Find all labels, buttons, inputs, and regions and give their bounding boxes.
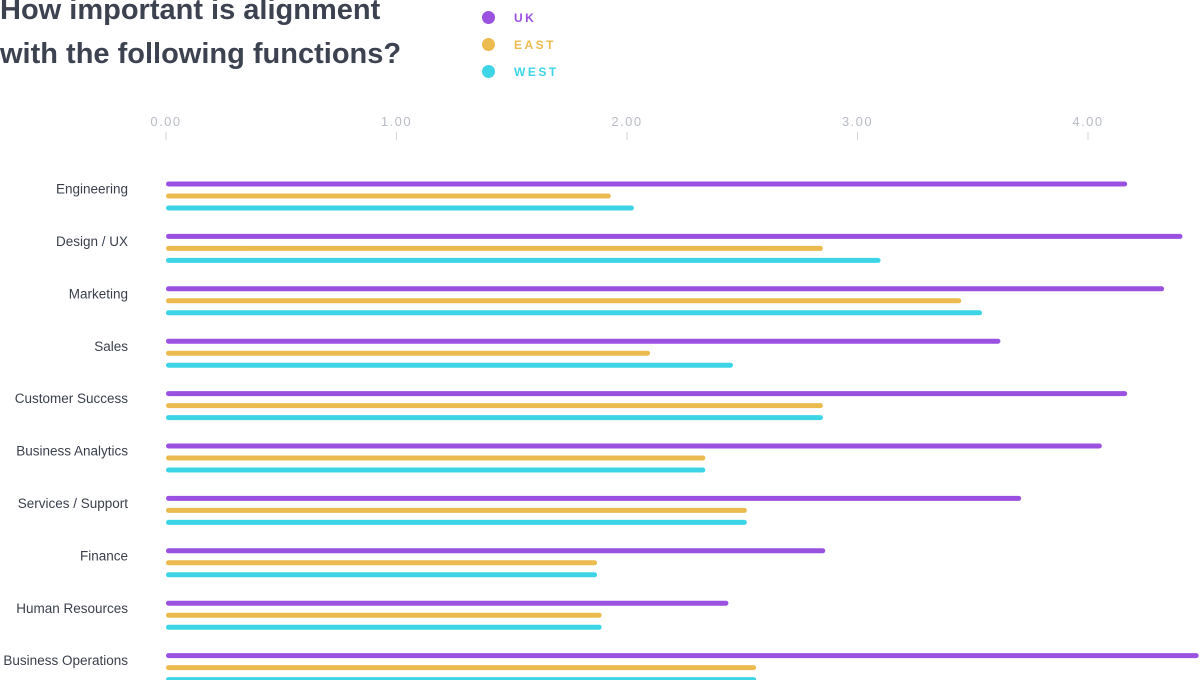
bar-east-engineering xyxy=(166,193,611,199)
bar-east-finance xyxy=(166,560,598,566)
x-tick-label: 2.00 xyxy=(611,114,642,129)
legend-swatch-east xyxy=(482,38,495,51)
category-label-business-operations: Business Operations xyxy=(3,653,128,668)
legend-label-uk: UK xyxy=(514,10,537,25)
bar-east-design-ux xyxy=(166,245,823,251)
legend-label-west: WEST xyxy=(514,64,559,79)
bar-east-customer-success xyxy=(166,403,823,409)
bar-east-marketing xyxy=(166,298,962,304)
bar-west-human-resources xyxy=(166,624,602,630)
chart-title: How important is alignment with the foll… xyxy=(0,0,402,70)
bar-uk-finance xyxy=(166,548,826,554)
bar-west-business-operations xyxy=(166,677,757,680)
category-label-marketing: Marketing xyxy=(69,286,128,301)
bar-uk-sales xyxy=(166,338,1001,344)
category-label-human-resources: Human Resources xyxy=(16,601,128,616)
legend-item-west: WEST xyxy=(482,58,559,85)
x-tick-label: 0.00 xyxy=(150,114,181,129)
category-label-services-support: Services / Support xyxy=(18,496,129,511)
bar-uk-human-resources xyxy=(166,600,729,606)
bar-uk-business-operations xyxy=(166,653,1199,659)
legend-swatch-west xyxy=(482,65,495,78)
bar-east-human-resources xyxy=(166,612,602,618)
category-label-sales: Sales xyxy=(94,339,128,354)
x-tick-label: 1.00 xyxy=(381,114,412,129)
category-label-finance: Finance xyxy=(80,548,128,563)
bar-west-customer-success xyxy=(166,415,823,421)
bar-uk-marketing xyxy=(166,286,1165,292)
category-label-business-analytics: Business Analytics xyxy=(16,444,128,459)
bar-uk-design-ux xyxy=(166,233,1183,239)
legend-item-east: EAST xyxy=(482,31,559,58)
category-label-design-ux: Design / UX xyxy=(56,234,128,249)
bar-east-services-support xyxy=(166,507,747,513)
bar-east-sales xyxy=(166,350,651,356)
legend: UK EAST WEST xyxy=(482,4,559,85)
bar-west-business-analytics xyxy=(166,467,706,473)
category-label-engineering: Engineering xyxy=(56,182,128,197)
bar-east-business-analytics xyxy=(166,455,706,461)
bar-west-sales xyxy=(166,362,734,368)
category-label-customer-success: Customer Success xyxy=(15,391,129,406)
bar-west-design-ux xyxy=(166,257,881,263)
bar-west-services-support xyxy=(166,519,747,525)
bar-uk-services-support xyxy=(166,495,1022,501)
bar-east-business-operations xyxy=(166,665,757,671)
bar-west-finance xyxy=(166,572,598,578)
bar-west-engineering xyxy=(166,205,634,211)
legend-label-east: EAST xyxy=(514,37,557,52)
legend-item-uk: UK xyxy=(482,4,559,31)
bar-west-marketing xyxy=(166,310,982,316)
bar-uk-business-analytics xyxy=(166,443,1102,449)
x-tick-label: 4.00 xyxy=(1072,114,1103,129)
x-tick-label: 3.00 xyxy=(842,114,873,129)
bar-uk-engineering xyxy=(166,181,1128,187)
legend-swatch-uk xyxy=(482,11,495,24)
bar-uk-customer-success xyxy=(166,391,1128,397)
